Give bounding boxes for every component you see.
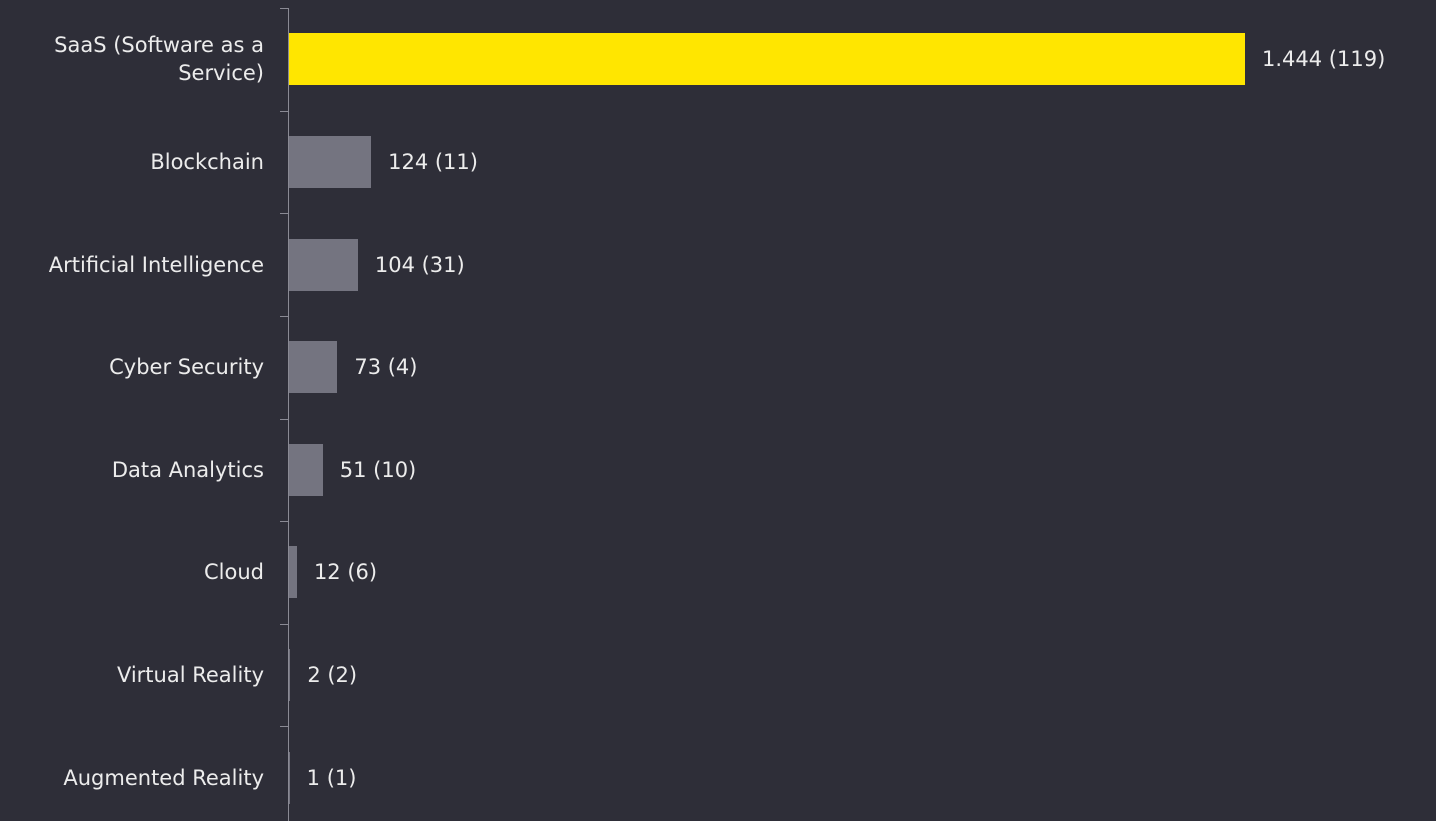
category-label: Virtual Reality <box>116 663 264 688</box>
value-label: 104 (31) <box>374 252 465 277</box>
bar <box>289 33 1245 86</box>
category-tick <box>280 623 288 625</box>
bar <box>289 649 291 702</box>
value-label: 124 (11) <box>388 149 478 174</box>
category-label: Data Analytics <box>111 457 264 482</box>
category-label: Artificial Intelligence <box>48 252 264 277</box>
bar <box>289 443 323 496</box>
category-label: Cyber Security <box>109 355 264 380</box>
category-tick <box>280 726 288 728</box>
bar <box>289 341 338 394</box>
value-label: 73 (4) <box>354 355 418 380</box>
value-label: 51 (10) <box>339 457 417 482</box>
category-tick <box>280 213 288 215</box>
value-label: 12 (6) <box>313 560 378 585</box>
category-label: SaaS (Software as a Service) <box>54 33 264 86</box>
bar <box>289 546 297 599</box>
bar <box>289 238 358 291</box>
y-axis <box>288 8 289 821</box>
category-label: Augmented Reality <box>63 765 264 790</box>
category-label: Cloud <box>204 560 264 585</box>
category-tick <box>280 521 288 523</box>
value-label: 1 (1) <box>306 765 357 790</box>
category-tick <box>280 315 288 317</box>
category-label: Blockchain <box>150 149 264 174</box>
category-tick <box>280 110 288 112</box>
category-tick <box>280 8 288 9</box>
bar <box>289 135 372 188</box>
value-label: 1.444 (119) <box>1262 47 1386 72</box>
value-label: 2 (2) <box>307 663 358 688</box>
category-tick <box>280 418 288 420</box>
bar <box>289 751 290 804</box>
